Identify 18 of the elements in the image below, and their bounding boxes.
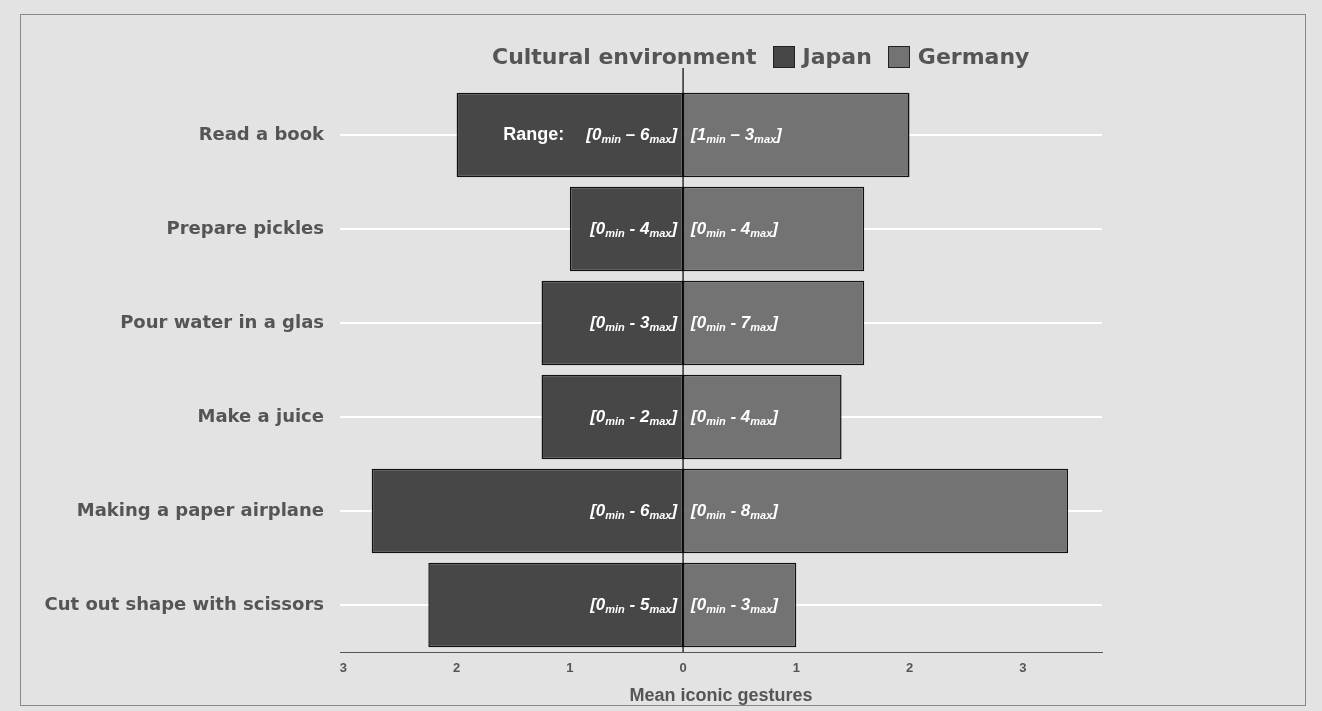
x-axis-title: Mean iconic gestures	[629, 685, 813, 706]
y-tick-label: Cut out shape with scissors	[44, 592, 324, 614]
x-tick-label: 3	[339, 660, 348, 676]
legend-label: Germany	[917, 44, 1030, 69]
x-tick-label: 1	[566, 660, 574, 676]
annotation: Range:	[503, 123, 565, 144]
x-tick-label: 3	[1019, 660, 1027, 676]
y-tick-label: Making a paper airplane	[76, 498, 324, 520]
y-tick-label: Make a juice	[197, 404, 324, 426]
y-tick-label: Read a book	[198, 122, 326, 144]
legend-label: Japan	[802, 44, 872, 69]
x-tick-label: 2	[453, 660, 461, 676]
y-tick-label: Pour water in a glas	[120, 310, 324, 332]
x-tick-label: 2	[905, 660, 914, 676]
legend-title: Cultural environment	[492, 44, 757, 69]
y-tick-label: Prepare pickles	[166, 216, 324, 238]
x-tick-label: 1	[792, 660, 800, 676]
x-tick-label: 0	[679, 660, 687, 676]
